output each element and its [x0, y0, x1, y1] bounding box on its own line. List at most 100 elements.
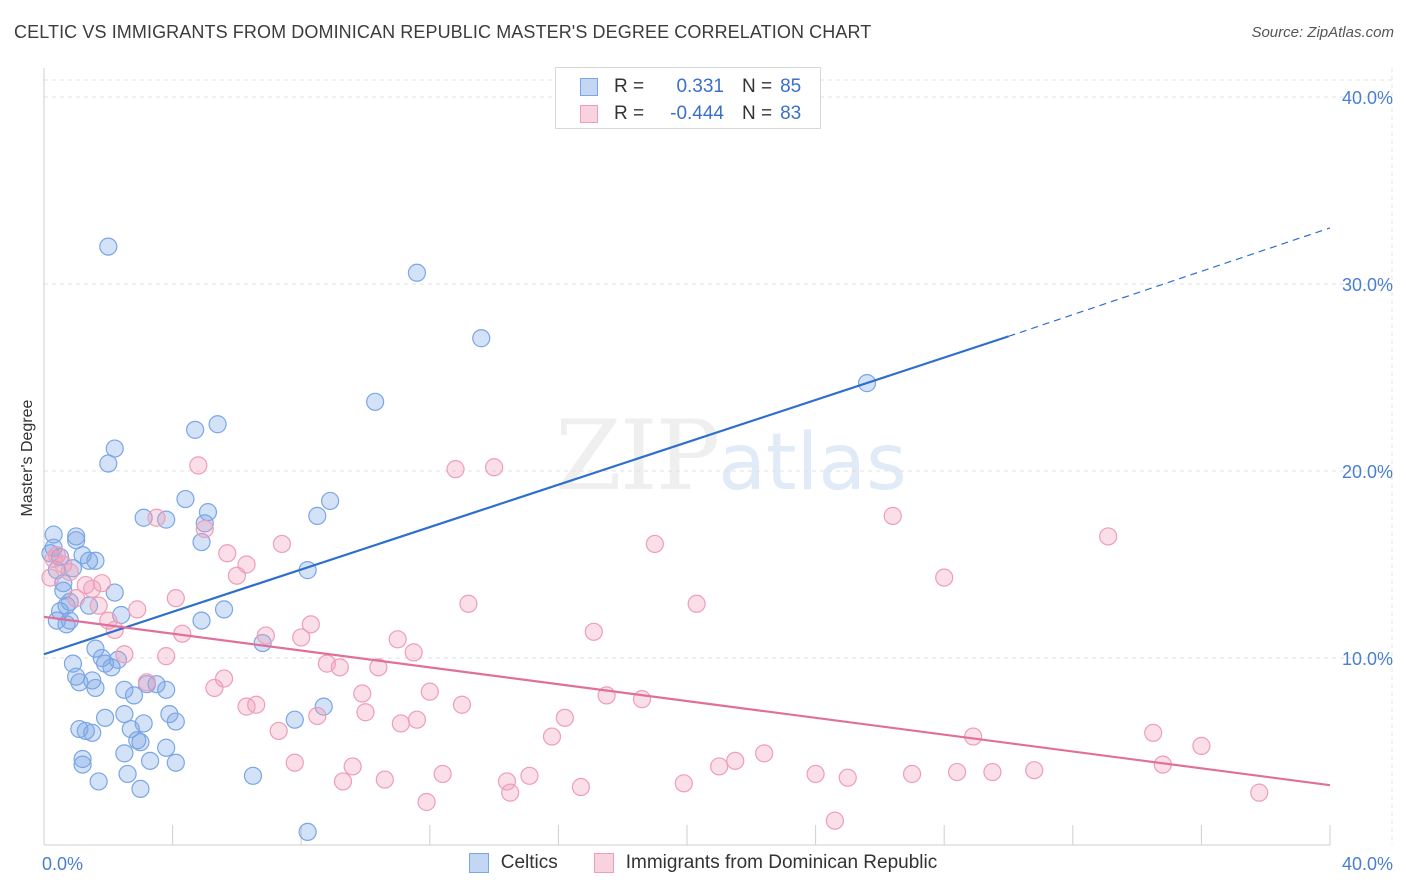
legend-r-value: -0.444 [670, 103, 724, 124]
data-point [632, 690, 652, 709]
data-point [73, 755, 92, 774]
series-swatch-dominican [593, 853, 614, 873]
data-point [1144, 723, 1163, 742]
data-point [99, 454, 118, 473]
data-point [83, 579, 102, 598]
data-point [838, 768, 857, 787]
data-point [166, 589, 185, 608]
data-point [452, 695, 472, 714]
axes [43, 68, 1331, 846]
grid [44, 68, 1393, 845]
watermark-atlas: atlas [718, 418, 907, 508]
data-point [687, 594, 706, 613]
legend-row-celtics: R = 0.331 N = 85 [580, 75, 801, 99]
data-point [542, 727, 562, 746]
data-point [67, 531, 86, 550]
data-point [92, 574, 111, 593]
trend-lines [43, 227, 1331, 787]
data-point [128, 600, 147, 619]
data-point [186, 420, 205, 439]
data-point [388, 630, 407, 649]
data-point [218, 544, 237, 563]
data-point [86, 639, 105, 658]
data-point [256, 626, 275, 645]
data-point [501, 783, 520, 802]
data-point [333, 772, 353, 791]
data-point [571, 777, 591, 797]
data-point [214, 600, 234, 619]
data-point [95, 708, 115, 727]
data-point [555, 708, 574, 727]
watermark: ZIPatlas [555, 400, 907, 512]
data-point [497, 772, 517, 791]
data-point [115, 645, 134, 664]
x-tick-label: 0.0% [42, 854, 83, 874]
data-point [433, 764, 452, 784]
data-point [243, 766, 263, 785]
data-point [366, 392, 385, 411]
data-point [157, 738, 176, 757]
data-point [105, 439, 124, 458]
data-point [60, 562, 79, 582]
legend-r-value: 0.331 [676, 76, 724, 97]
data-point [198, 503, 218, 522]
data-point [157, 680, 176, 699]
data-point [902, 764, 922, 784]
data-point [272, 534, 292, 554]
series-legend: Celtics Immigrants from Dominican Republ… [0, 852, 1406, 874]
series-legend-celtics: Celtics [468, 852, 558, 874]
data-point [67, 589, 86, 608]
data-point [176, 489, 195, 509]
tick-labels: 10.0% 20.0% 30.0% 40.0% 0.0% 40.0% [42, 88, 1393, 874]
data-point [86, 551, 105, 570]
data-point [520, 766, 539, 785]
data-point [285, 710, 304, 729]
data-point [356, 703, 375, 722]
trend-line-extension [1008, 227, 1331, 337]
data-point [124, 686, 144, 705]
legend-n-label: N = [742, 76, 773, 97]
data-point [375, 770, 394, 789]
data-points [41, 237, 1269, 842]
data-point [298, 822, 317, 842]
data-point [208, 415, 227, 434]
data-point [54, 555, 73, 574]
data-point [137, 673, 156, 692]
legend-swatch-dominican [580, 105, 598, 123]
y-tick-label: 20.0% [1342, 462, 1393, 482]
data-point [160, 704, 179, 724]
watermark-zip: ZIP [555, 400, 720, 512]
data-point [47, 546, 66, 565]
data-point [269, 721, 288, 741]
data-point [44, 525, 63, 544]
data-point [92, 648, 111, 668]
trend-line [43, 615, 1331, 787]
legend-swatch-celtics [580, 78, 598, 96]
data-point [134, 714, 153, 733]
data-point [115, 744, 134, 763]
data-point [407, 263, 427, 282]
legend-r-label: R = [614, 103, 645, 124]
data-point [1250, 783, 1269, 802]
x-tick-label: 40.0% [1342, 854, 1393, 874]
data-point [343, 757, 362, 776]
data-point [755, 744, 774, 763]
legend-r-label: R = [614, 76, 645, 97]
trend-line [43, 335, 1009, 656]
y-tick-label: 30.0% [1342, 275, 1393, 295]
legend-n-value: 85 [780, 76, 802, 97]
data-point [947, 762, 967, 782]
data-point [964, 727, 983, 746]
data-point [83, 723, 102, 742]
data-point [420, 682, 439, 701]
data-point [214, 669, 234, 688]
series-legend-dominican: Immigrants from Dominican Republic [593, 852, 937, 874]
data-point [674, 774, 693, 793]
data-point [102, 658, 121, 677]
data-point [726, 751, 745, 770]
data-point [301, 615, 320, 634]
data-point [1099, 527, 1118, 546]
data-point [417, 792, 436, 812]
data-point [1192, 736, 1211, 755]
data-point [308, 706, 327, 726]
